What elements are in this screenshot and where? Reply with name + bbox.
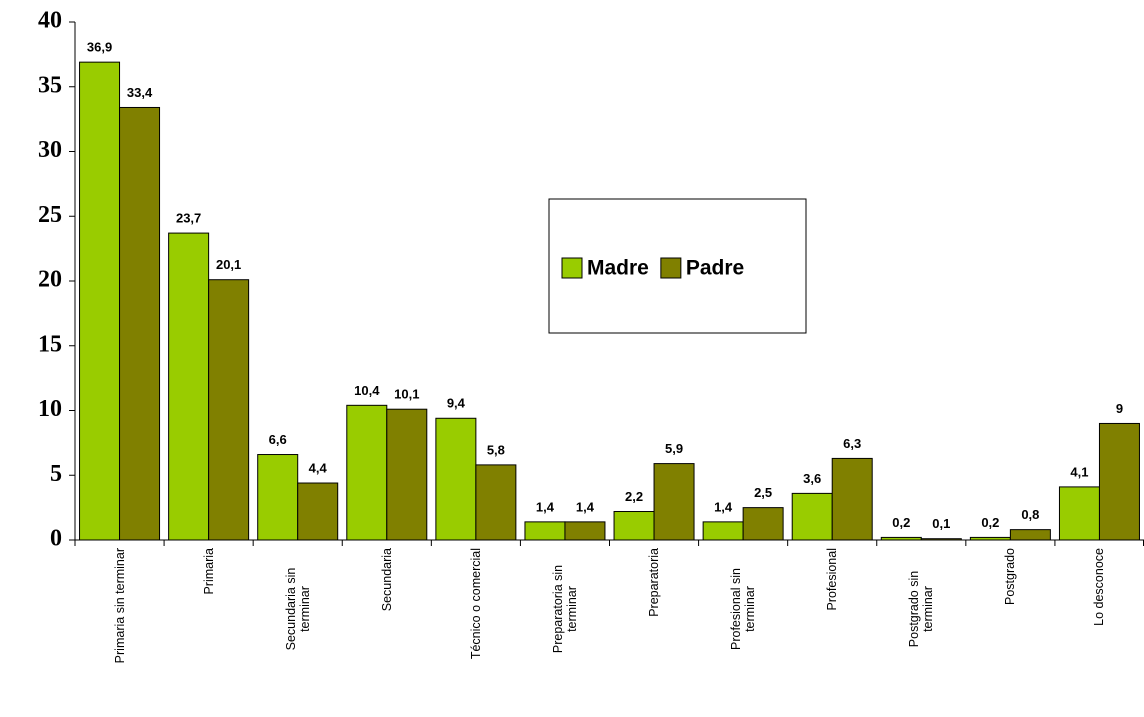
x-tick-label: Preparatoria bbox=[647, 548, 661, 617]
bar bbox=[436, 418, 476, 540]
page: 0 5 10 15 20 25 30 35 40 36,9 23,7 6,6 10,4 9,4 1,4 2,2… bbox=[0, 0, 1144, 717]
legend-swatch bbox=[562, 258, 582, 278]
value-label: 0,8 bbox=[1021, 507, 1039, 522]
legend-swatch bbox=[661, 258, 681, 278]
bar bbox=[1059, 487, 1099, 540]
bar bbox=[80, 62, 120, 540]
value-label: 3,6 bbox=[803, 471, 821, 486]
y-tick-label: 35 bbox=[38, 72, 62, 98]
value-label: 36,9 bbox=[87, 40, 112, 55]
bar bbox=[525, 522, 565, 540]
y-tick-label: 0 bbox=[50, 526, 62, 552]
value-label: 0,2 bbox=[981, 515, 999, 530]
x-tick-label: Postgrado sin terminar bbox=[907, 548, 935, 670]
x-tick-label: Primaria sin terminar bbox=[113, 548, 127, 663]
bar bbox=[258, 455, 298, 540]
value-label: 1,4 bbox=[536, 499, 555, 514]
value-label: 5,8 bbox=[487, 442, 505, 457]
value-label: 1,4 bbox=[714, 499, 733, 514]
bar bbox=[703, 522, 743, 540]
value-label: 4,1 bbox=[1070, 464, 1088, 479]
bar bbox=[832, 458, 872, 540]
value-label: 20,1 bbox=[216, 257, 241, 272]
x-tick-label: Postgrado bbox=[1003, 548, 1017, 605]
bar bbox=[476, 465, 516, 540]
y-tick-label: 10 bbox=[38, 396, 62, 422]
x-tick-label: Primaria bbox=[202, 548, 216, 595]
y-tick-label: 25 bbox=[38, 202, 62, 228]
legend-label: Padre bbox=[686, 257, 744, 280]
value-label: 5,9 bbox=[665, 441, 683, 456]
legend-label: Madre bbox=[587, 257, 649, 280]
value-label: 2,5 bbox=[754, 485, 772, 500]
bar bbox=[614, 512, 654, 540]
y-tick-label: 30 bbox=[38, 137, 62, 163]
value-label: 10,4 bbox=[354, 383, 380, 398]
value-label: 33,4 bbox=[127, 85, 153, 100]
bar bbox=[654, 464, 694, 540]
value-label: 4,4 bbox=[309, 460, 328, 475]
x-tick-label: Profesional bbox=[825, 548, 839, 611]
bar bbox=[565, 522, 605, 540]
x-tick-label: Secundaria bbox=[380, 548, 394, 611]
value-label: 9 bbox=[1116, 401, 1123, 416]
value-label: 10,1 bbox=[394, 387, 419, 402]
value-label: 6,3 bbox=[843, 436, 861, 451]
x-tick-label: Lo desconoce bbox=[1092, 548, 1106, 626]
y-tick-label: 5 bbox=[50, 461, 62, 487]
value-label: 0,2 bbox=[892, 515, 910, 530]
y-tick-label: 15 bbox=[38, 331, 62, 357]
bar bbox=[743, 508, 783, 540]
x-tick-label: Profesional sin terminar bbox=[729, 548, 757, 670]
bar bbox=[1099, 423, 1139, 540]
x-tick-label: Preparatoria sin terminar bbox=[551, 548, 579, 670]
bar bbox=[209, 280, 249, 540]
value-label: 23,7 bbox=[176, 211, 201, 226]
x-tick-label: Secundaria sin terminar bbox=[284, 548, 312, 670]
bar bbox=[347, 405, 387, 540]
value-label: 9,4 bbox=[447, 396, 466, 411]
y-tick-label: 20 bbox=[38, 267, 62, 293]
bar bbox=[1010, 530, 1050, 540]
value-label: 1,4 bbox=[576, 499, 595, 514]
bar bbox=[120, 107, 160, 540]
y-tick-label: 40 bbox=[38, 8, 62, 34]
value-label: 0,1 bbox=[932, 516, 950, 531]
bar bbox=[169, 233, 209, 540]
value-label: 2,2 bbox=[625, 489, 643, 504]
bar bbox=[792, 493, 832, 540]
value-label: 6,6 bbox=[269, 432, 287, 447]
x-tick-label: Técnico o comercial bbox=[469, 548, 483, 659]
bar bbox=[298, 483, 338, 540]
bar bbox=[387, 409, 427, 540]
